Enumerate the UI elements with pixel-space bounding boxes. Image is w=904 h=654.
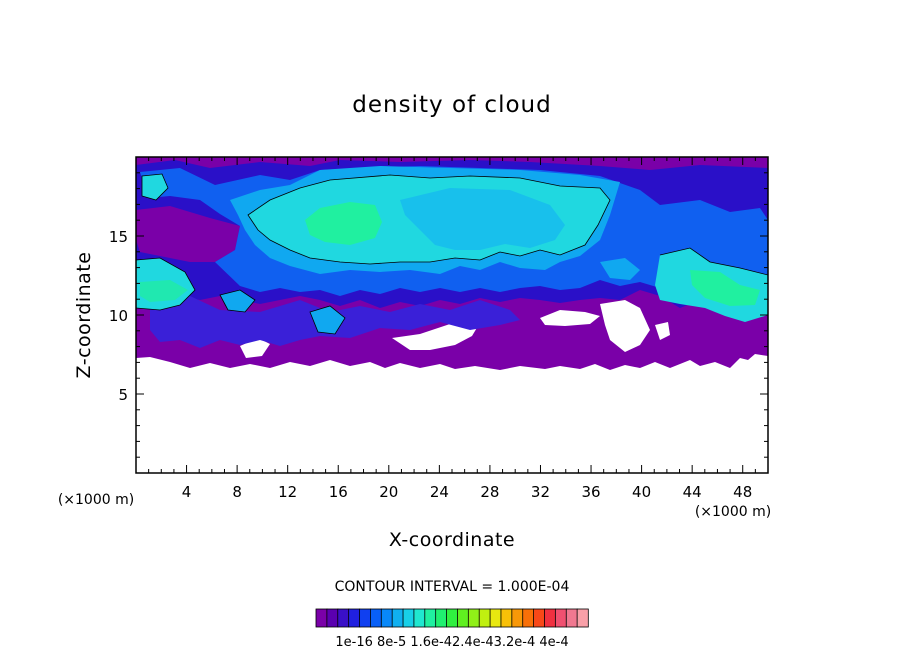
y-axis-label: Z-coordinate: [73, 252, 95, 379]
colorbar-swatch: [533, 608, 546, 628]
z-unit-label: (×1000 m): [58, 492, 134, 508]
colorbar-swatch: [315, 608, 328, 628]
colorbar-labels: 1e-16 8e-5 1.6e-42.4e-43.2e-4 4e-4: [335, 635, 568, 650]
x-tick-label: 4: [182, 483, 192, 501]
x-tick-label: 16: [329, 483, 348, 501]
colorbar-swatch: [380, 608, 393, 628]
colorbar-swatch: [544, 608, 557, 628]
colorbar-swatch: [457, 608, 470, 628]
colorbar-swatch: [500, 608, 513, 628]
x-tick-label: 20: [379, 483, 398, 501]
colorbar-swatch: [424, 608, 437, 628]
colorbar-swatch: [402, 608, 415, 628]
colorbar-swatch: [554, 608, 567, 628]
colorbar: [315, 608, 589, 628]
x-tick-label: 28: [480, 483, 499, 501]
colorbar-swatch: [478, 608, 491, 628]
colorbar-swatch: [489, 608, 502, 628]
colorbar-swatch: [391, 608, 404, 628]
colorbar-swatch: [467, 608, 480, 628]
colorbar-swatch: [446, 608, 459, 628]
colorbar-swatch: [359, 608, 372, 628]
colorbar-swatch: [576, 608, 589, 628]
x-tick-label: 44: [683, 483, 702, 501]
x-tick-label: 12: [278, 483, 297, 501]
y-tick-label: 5: [118, 386, 128, 404]
colorbar-swatch: [337, 608, 350, 628]
colorbar-swatch: [565, 608, 578, 628]
x-axis-label: X-coordinate: [389, 529, 515, 551]
colorbar-swatch: [413, 608, 426, 628]
colorbar-swatch: [369, 608, 382, 628]
y-tick-label: 10: [109, 307, 128, 325]
contour-lines: [136, 173, 768, 335]
field-green: [305, 202, 382, 245]
x-tick-label: 8: [232, 483, 242, 501]
contour-interval-label: CONTOUR INTERVAL = 1.000E-04: [335, 579, 570, 595]
x-tick-label: 48: [733, 483, 752, 501]
x-axis-ticks: 4 8 12 16 20 24 28 32 36 40 44 48: [148, 157, 756, 501]
x-tick-label: 24: [430, 483, 449, 501]
colorbar-swatch: [435, 608, 448, 628]
colorbar-swatch: [511, 608, 524, 628]
y-tick-label: 15: [109, 228, 128, 246]
x-unit-label: (×1000 m): [695, 504, 771, 520]
x-tick-label: 36: [581, 483, 600, 501]
colorbar-swatch: [326, 608, 339, 628]
y-axis-ticks: 5 10 15: [109, 172, 768, 458]
chart-title: density of cloud: [352, 92, 551, 118]
density-field: [136, 157, 768, 473]
x-tick-label: 40: [632, 483, 651, 501]
colorbar-swatch: [348, 608, 361, 628]
colorbar-swatch: [522, 608, 535, 628]
x-tick-label: 32: [531, 483, 550, 501]
